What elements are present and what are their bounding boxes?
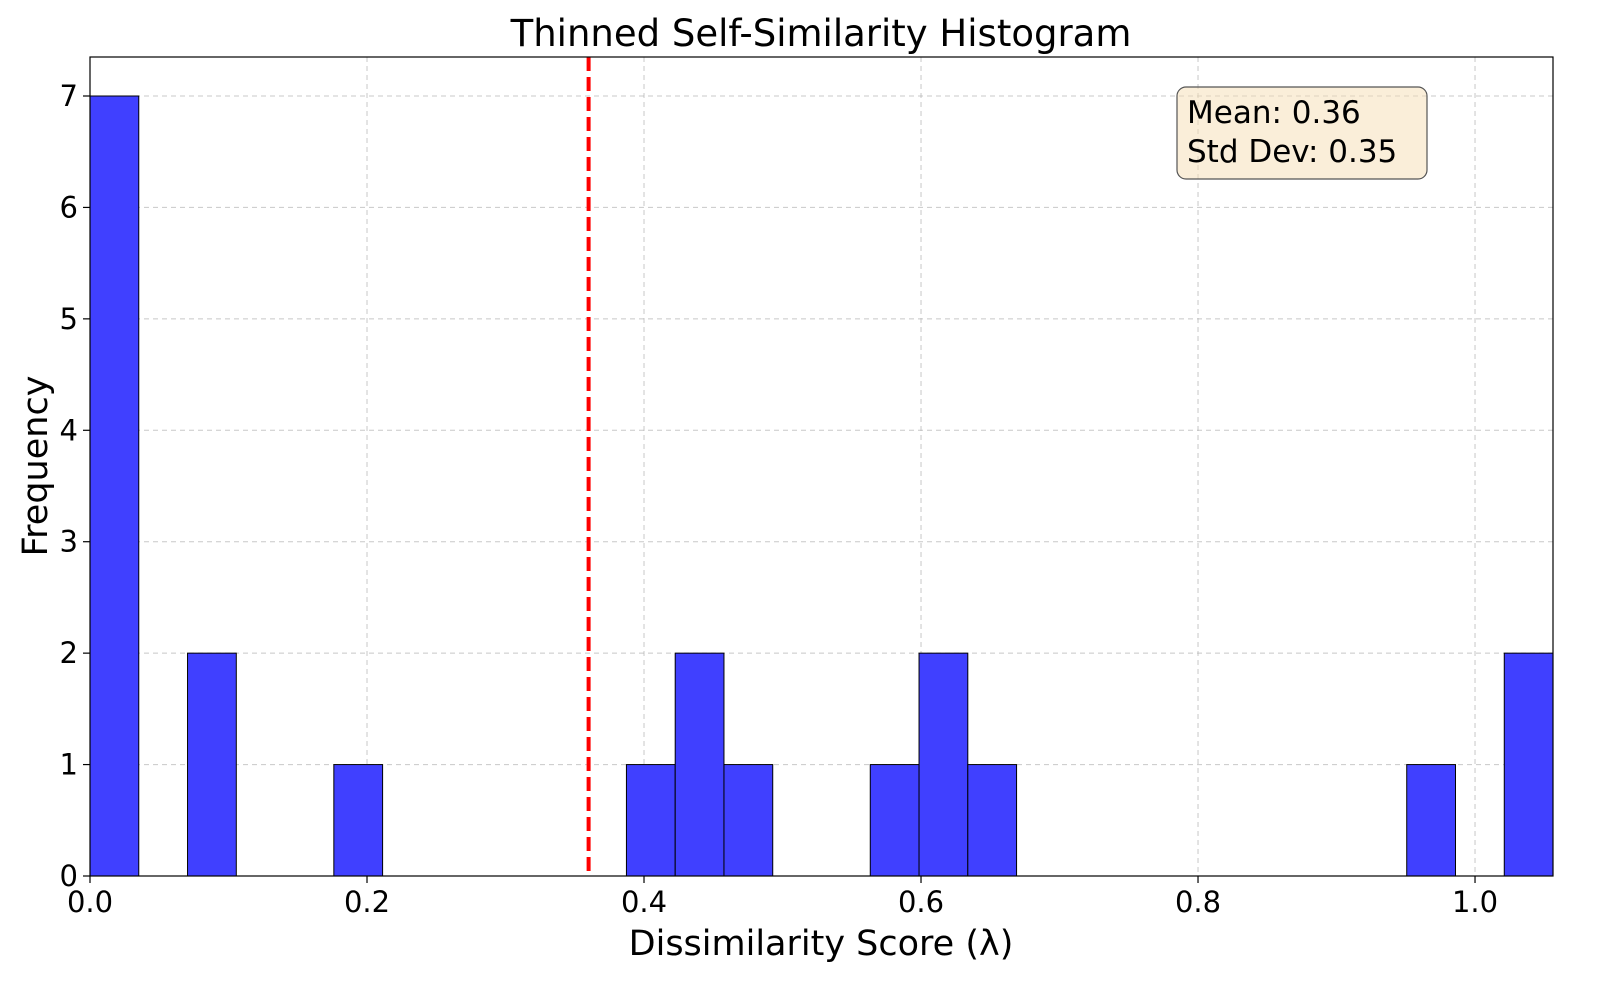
x-tick-label: 0.4 (621, 885, 667, 919)
x-tick-label: 0.6 (898, 885, 944, 919)
stats-box: Mean: 0.36 Std Dev: 0.35 (1176, 86, 1428, 180)
x-tick-label: 1.0 (1452, 885, 1498, 919)
histogram-bar (625, 764, 676, 877)
histogram-bar (967, 764, 1018, 877)
histogram-bar (674, 652, 725, 877)
y-tick-label: 2 (60, 636, 78, 670)
histogram-bar (187, 652, 237, 877)
histogram-bar (89, 95, 140, 877)
histogram-bar (918, 652, 969, 877)
x-tick-label: 0.0 (67, 885, 113, 919)
y-tick-label: 0 (60, 859, 78, 893)
histogram-bar (1503, 652, 1554, 877)
grid (89, 57, 1553, 877)
y-tick-label: 5 (60, 302, 78, 336)
histogram-bar (333, 764, 384, 877)
histogram-bar (723, 764, 774, 877)
plot-frame (89, 56, 1554, 877)
y-tick-label: 3 (60, 525, 78, 559)
x-tick-label: 0.2 (344, 885, 390, 919)
histogram-bar (869, 764, 920, 877)
histogram-bar (1406, 764, 1456, 877)
x-tick-label: 0.8 (1175, 885, 1221, 919)
y-tick-label: 7 (60, 79, 78, 113)
y-tick-label: 6 (60, 190, 78, 224)
stats-mean: Mean: 0.36 (1187, 95, 1361, 131)
y-axis-label: Frequency (16, 376, 56, 557)
x-axis-label: Dissimilarity Score (λ) (629, 924, 1014, 964)
chart-title: Thinned Self-Similarity Histogram (510, 12, 1132, 55)
stats-std: Std Dev: 0.35 (1187, 134, 1397, 170)
y-tick-label: 4 (60, 413, 78, 447)
bars (89, 95, 1554, 877)
y-tick-label: 1 (60, 748, 78, 782)
ticks: 0.0 0.2 0.4 0.6 0.8 1.0 0 1 2 3 4 5 6 7 (60, 79, 1499, 919)
